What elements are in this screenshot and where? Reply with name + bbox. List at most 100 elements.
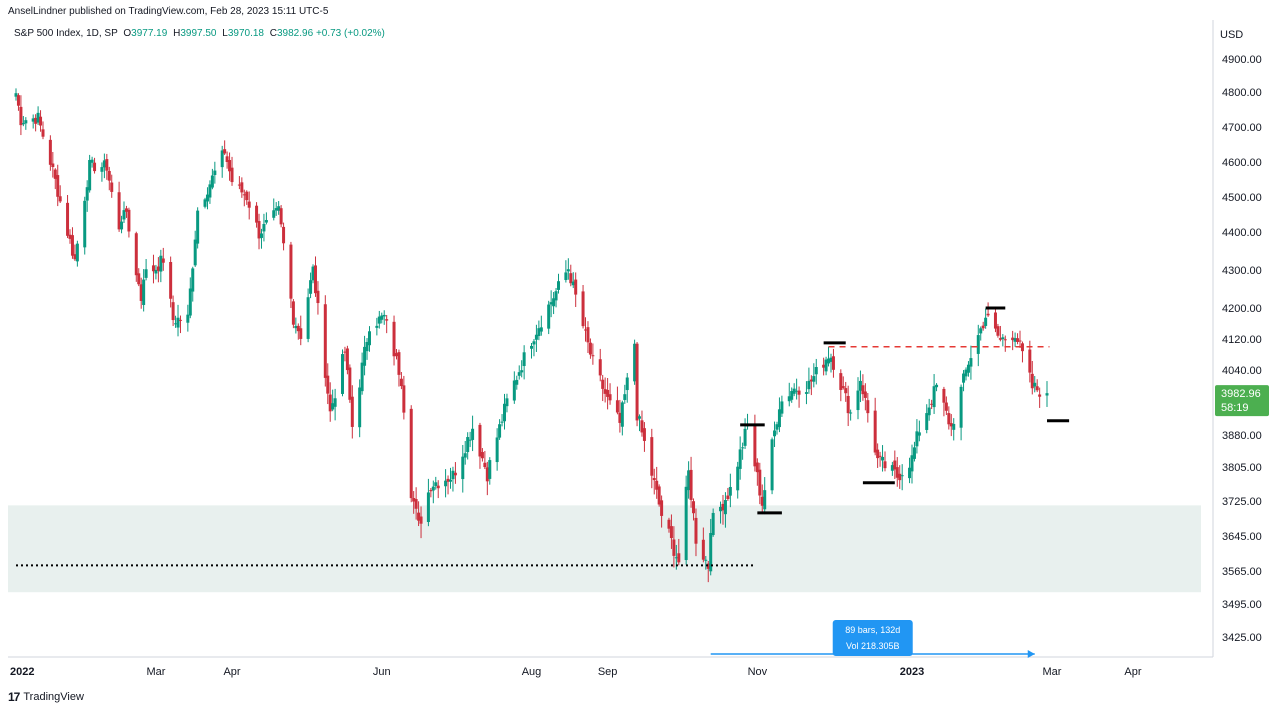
candle	[539, 315, 543, 336]
price-tick-label: 4500.00	[1222, 192, 1262, 204]
candle-body	[188, 288, 192, 316]
candle	[790, 387, 794, 403]
candle	[566, 258, 570, 280]
candle	[488, 457, 492, 485]
candle-body	[1035, 386, 1039, 391]
candle-body	[102, 160, 106, 168]
price-tick-label: 4200.00	[1222, 303, 1262, 315]
candle	[178, 315, 182, 334]
candle-body	[294, 325, 298, 329]
measure-bars-text: 89 bars, 132d	[845, 625, 900, 635]
candle-body	[485, 467, 489, 482]
candle-body	[127, 209, 131, 232]
candle-body	[581, 291, 585, 327]
candle-body	[409, 408, 413, 499]
candle	[640, 410, 644, 437]
candle	[230, 156, 234, 186]
candle	[169, 256, 173, 308]
candle-body	[1045, 393, 1049, 396]
candle-body	[186, 314, 190, 323]
candle-body	[883, 461, 887, 469]
candle	[787, 382, 791, 407]
candle	[323, 295, 327, 387]
time-tick-label: Nov	[748, 666, 768, 678]
candle	[966, 361, 970, 377]
candle-body	[230, 167, 234, 183]
candle-body	[210, 175, 214, 188]
low-value: 3970.18	[227, 28, 264, 39]
candle-body	[908, 467, 912, 479]
candle	[412, 491, 416, 514]
candle-body	[962, 373, 966, 383]
candle	[333, 388, 337, 421]
candle-body	[340, 354, 344, 394]
candle-body	[223, 149, 227, 154]
candle-body	[1013, 338, 1017, 342]
candle	[110, 174, 114, 198]
candle-body	[1038, 394, 1042, 397]
candle-body	[763, 490, 767, 510]
candle-body	[858, 380, 862, 391]
candle	[996, 323, 1000, 338]
candle-body	[365, 341, 369, 352]
candle	[70, 227, 74, 259]
candle	[660, 495, 664, 528]
candle-body	[139, 284, 143, 301]
candle-body	[161, 258, 165, 263]
candle	[1003, 335, 1007, 352]
candle	[58, 185, 62, 203]
candle	[979, 326, 983, 341]
candle	[998, 325, 1002, 342]
candle-body	[363, 346, 367, 366]
candle	[642, 422, 646, 452]
tradingview-logo-icon: 17	[8, 690, 20, 704]
tradingview-footer[interactable]: 17 TradingView	[8, 690, 84, 704]
candle	[417, 501, 421, 527]
candle	[569, 264, 573, 287]
candle-body	[75, 243, 79, 262]
candle	[154, 264, 158, 280]
candle-body	[981, 325, 985, 329]
candle-body	[944, 402, 948, 411]
candle-body	[402, 385, 406, 413]
candle	[743, 418, 747, 449]
candle	[684, 475, 688, 565]
candle-body	[620, 402, 624, 427]
candle-body	[358, 387, 362, 428]
candle	[1033, 376, 1037, 393]
candle-body	[309, 280, 313, 294]
candle	[780, 395, 784, 418]
candle-body	[726, 495, 730, 499]
candle-body	[655, 480, 659, 490]
candle-body	[758, 469, 762, 496]
candle	[655, 466, 659, 499]
candle	[900, 464, 904, 491]
candle-body	[191, 268, 195, 292]
candle	[225, 151, 229, 169]
candle	[240, 177, 244, 198]
candle-body	[721, 503, 725, 511]
candle	[171, 295, 175, 327]
candle	[105, 153, 109, 180]
candle	[186, 304, 190, 332]
candle	[156, 257, 160, 283]
candle	[986, 302, 990, 317]
candle-body	[807, 380, 811, 390]
candle	[726, 487, 730, 501]
candle-body	[719, 506, 723, 512]
candle	[262, 213, 266, 242]
candle	[935, 383, 939, 392]
candle-body	[14, 93, 18, 97]
time-tick-label: Mar	[146, 666, 165, 678]
candle	[775, 421, 779, 435]
candle	[34, 114, 38, 132]
candle-body	[122, 210, 126, 220]
candle-body	[569, 273, 573, 284]
symbol-name[interactable]: S&P 500 Index, 1D, SP	[14, 28, 118, 39]
close-value: 3982.96	[277, 28, 314, 39]
candle	[993, 308, 997, 333]
candle	[498, 419, 502, 440]
price-tick-label: 3725.00	[1222, 496, 1262, 508]
candle-body	[598, 359, 602, 376]
